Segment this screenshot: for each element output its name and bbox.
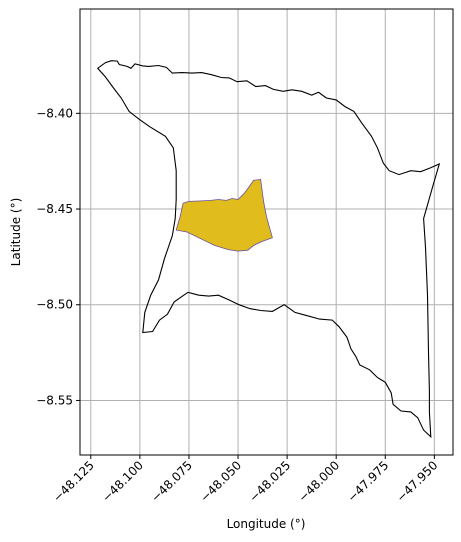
y-tick-label: −8.50 [36,298,73,312]
municipality-boundary [96,60,441,439]
y-tick-label: −8.45 [36,202,73,216]
plot-frame [79,8,454,456]
map-shapes [96,60,441,439]
y-tick-label: −8.40 [36,106,73,120]
x-axis-label: Longitude (°) [227,517,306,531]
y-tick-label: −8.55 [36,393,73,407]
y-axis-label: Latitude (°) [9,198,23,267]
highlighted-region [175,178,273,252]
y-axis-ticks: −8.40 −8.45 −8.50 −8.55 [36,106,80,407]
